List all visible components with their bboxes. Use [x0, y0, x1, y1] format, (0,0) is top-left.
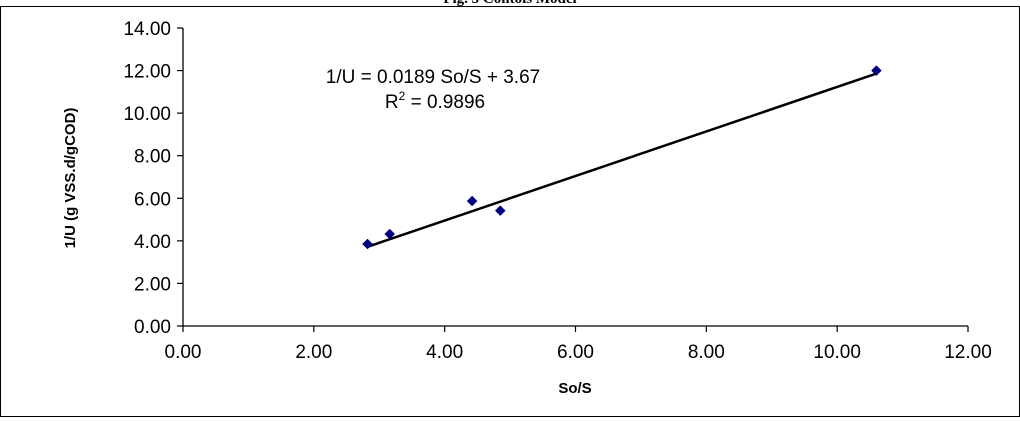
r-squared: R2 = 0.9896 — [385, 89, 485, 113]
r-squared-value: = 0.9896 — [405, 92, 485, 113]
y-tick-label: 14.00 — [123, 19, 171, 40]
y-ticks: 0.00 2.00 4.00 6.00 8.00 10.00 12.00 14.00 — [123, 19, 183, 338]
x-tick-label: 6.00 — [557, 342, 594, 363]
r-squared-symbol: R — [385, 92, 399, 113]
y-tick-label: 10.00 — [123, 104, 171, 125]
y-tick-label: 2.00 — [134, 274, 171, 295]
y-axis-label: 1/U (g VSS.d/gCOD) — [62, 108, 79, 249]
x-ticks: 0.00 2.00 4.00 6.00 8.00 10.00 12.00 — [165, 326, 992, 363]
y-tick-label: 4.00 — [134, 232, 171, 253]
data-point — [871, 65, 882, 76]
trendline — [367, 72, 877, 249]
data-point — [466, 195, 478, 207]
x-tick-label: 0.00 — [165, 342, 202, 363]
x-axis-label: So/S — [558, 380, 591, 397]
r-squared-exponent: 2 — [399, 89, 406, 103]
x-tick-label: 8.00 — [688, 342, 725, 363]
data-point — [384, 228, 396, 240]
data-point — [494, 205, 506, 216]
y-tick-label: 8.00 — [134, 147, 171, 168]
data-points — [362, 65, 882, 250]
data-point — [362, 238, 373, 250]
y-tick-label: 6.00 — [134, 189, 171, 210]
y-tick-label: 12.00 — [123, 62, 171, 83]
trendline-equation: 1/U = 0.0189 So/S + 3.67 — [326, 67, 540, 88]
x-tick-label: 2.00 — [295, 342, 332, 363]
figure-title: Fig. 5 Contois Model — [0, 0, 1020, 8]
x-tick-label: 10.00 — [813, 342, 861, 363]
x-tick-label: 12.00 — [944, 342, 992, 363]
x-tick-label: 4.00 — [426, 342, 463, 363]
y-tick-label: 0.00 — [134, 317, 171, 338]
